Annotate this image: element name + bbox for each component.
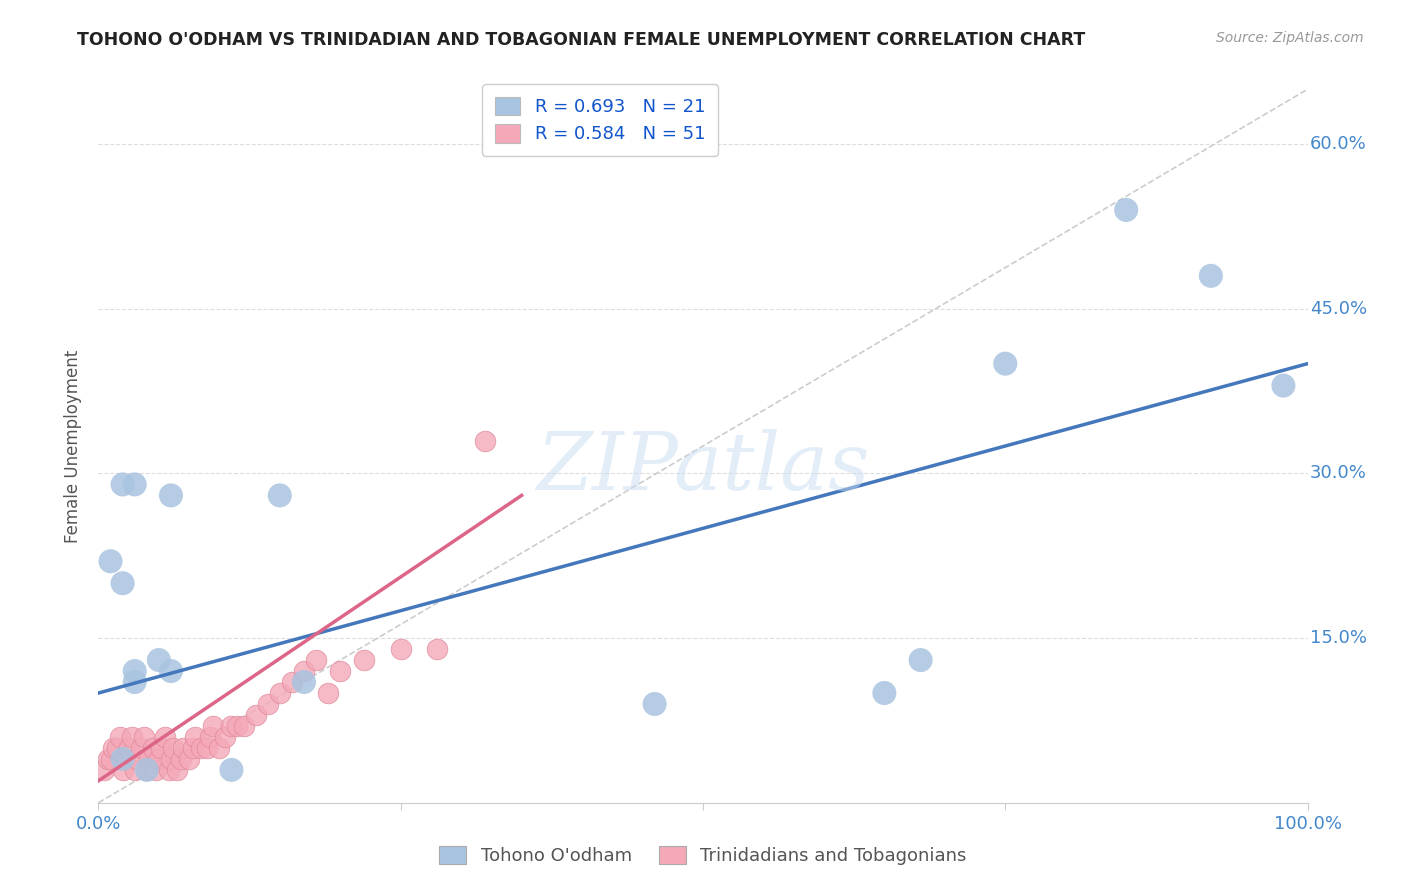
Point bbox=[195, 740, 218, 755]
Point bbox=[124, 675, 146, 690]
Point bbox=[124, 763, 146, 777]
Point bbox=[910, 653, 932, 667]
Point bbox=[329, 664, 352, 678]
Point bbox=[179, 752, 201, 766]
Point bbox=[221, 719, 243, 733]
Point bbox=[100, 554, 122, 568]
Point bbox=[108, 730, 131, 744]
Point bbox=[256, 697, 278, 711]
Point bbox=[169, 752, 191, 766]
Point bbox=[105, 740, 128, 755]
Point bbox=[292, 675, 315, 690]
Point bbox=[124, 664, 146, 678]
Point bbox=[269, 488, 291, 502]
Point bbox=[181, 740, 204, 755]
Point bbox=[232, 719, 254, 733]
Point bbox=[1115, 202, 1137, 217]
Point bbox=[114, 752, 136, 766]
Point bbox=[157, 763, 180, 777]
Legend: R = 0.693   N = 21, R = 0.584   N = 51: R = 0.693 N = 21, R = 0.584 N = 51 bbox=[482, 84, 718, 156]
Point bbox=[148, 752, 170, 766]
Text: ZIPatlas: ZIPatlas bbox=[536, 429, 870, 506]
Point bbox=[1199, 268, 1222, 283]
Text: TOHONO O'ODHAM VS TRINIDADIAN AND TOBAGONIAN FEMALE UNEMPLOYMENT CORRELATION CHA: TOHONO O'ODHAM VS TRINIDADIAN AND TOBAGO… bbox=[77, 31, 1085, 49]
Point bbox=[426, 642, 449, 657]
Point bbox=[160, 488, 183, 502]
Point bbox=[389, 642, 412, 657]
Text: Source: ZipAtlas.com: Source: ZipAtlas.com bbox=[1216, 31, 1364, 45]
Point bbox=[97, 752, 120, 766]
Point bbox=[316, 686, 339, 700]
Point bbox=[100, 752, 122, 766]
Point bbox=[124, 477, 146, 491]
Point bbox=[121, 730, 143, 744]
Text: 15.0%: 15.0% bbox=[1310, 629, 1367, 647]
Point bbox=[269, 686, 291, 700]
Point bbox=[172, 740, 194, 755]
Point bbox=[150, 740, 173, 755]
Point bbox=[118, 740, 141, 755]
Point bbox=[184, 730, 207, 744]
Point bbox=[1272, 378, 1295, 392]
Point bbox=[101, 740, 124, 755]
Point bbox=[202, 719, 225, 733]
Point bbox=[353, 653, 375, 667]
Point bbox=[134, 730, 156, 744]
Point bbox=[138, 752, 160, 766]
Point bbox=[281, 675, 304, 690]
Point bbox=[153, 730, 176, 744]
Point bbox=[111, 477, 134, 491]
Point bbox=[160, 752, 183, 766]
Point bbox=[644, 697, 666, 711]
Point bbox=[214, 730, 236, 744]
Point bbox=[145, 763, 167, 777]
Point bbox=[111, 752, 134, 766]
Point bbox=[127, 752, 149, 766]
Text: 60.0%: 60.0% bbox=[1310, 135, 1367, 153]
Point bbox=[148, 653, 170, 667]
Point bbox=[162, 740, 184, 755]
Point bbox=[135, 763, 157, 777]
Point bbox=[111, 576, 134, 591]
Point bbox=[190, 740, 212, 755]
Point bbox=[292, 664, 315, 678]
Text: 30.0%: 30.0% bbox=[1310, 465, 1367, 483]
Point bbox=[160, 664, 183, 678]
Point bbox=[226, 719, 249, 733]
Point bbox=[135, 763, 157, 777]
Point bbox=[198, 730, 221, 744]
Text: 45.0%: 45.0% bbox=[1310, 300, 1367, 318]
Point bbox=[474, 434, 496, 448]
Point bbox=[221, 763, 243, 777]
Point bbox=[129, 740, 152, 755]
Y-axis label: Female Unemployment: Female Unemployment bbox=[65, 350, 83, 542]
Point bbox=[111, 763, 134, 777]
Point bbox=[245, 708, 267, 723]
Point bbox=[208, 740, 231, 755]
Legend: Tohono O'odham, Trinidadians and Tobagonians: Tohono O'odham, Trinidadians and Tobagon… bbox=[432, 839, 974, 872]
Point bbox=[93, 763, 115, 777]
Point bbox=[142, 740, 165, 755]
Point bbox=[305, 653, 328, 667]
Point bbox=[873, 686, 896, 700]
Point bbox=[166, 763, 188, 777]
Point bbox=[994, 357, 1017, 371]
